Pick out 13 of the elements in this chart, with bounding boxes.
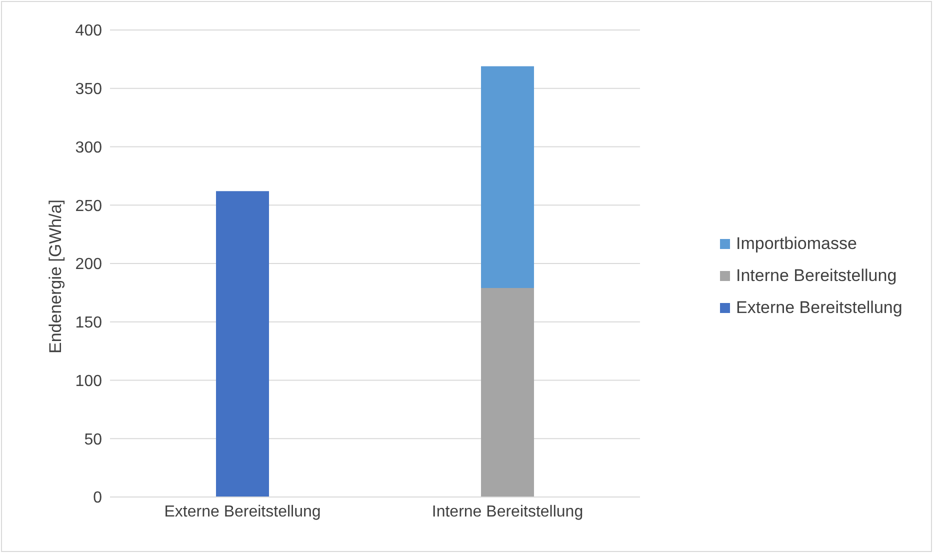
legend-label: Interne Bereitstellung (736, 266, 897, 286)
y-tick-label: 400 (75, 22, 102, 40)
y-axis-title: Endenergie [GWh/a] (46, 199, 66, 354)
y-tick-label: 0 (93, 490, 102, 507)
legend-label: Importbiomasse (736, 234, 857, 254)
y-tick-label: 50 (84, 431, 102, 448)
y-tick-label: 300 (75, 139, 102, 156)
y-tick-label: 100 (75, 372, 102, 390)
y-tick-label: 200 (75, 256, 102, 274)
y-tick-label: 250 (75, 198, 102, 215)
legend-label: Externe Bereitstellung (736, 298, 902, 318)
y-tick-label: 150 (75, 314, 102, 332)
y-tick-label: 350 (75, 81, 102, 98)
